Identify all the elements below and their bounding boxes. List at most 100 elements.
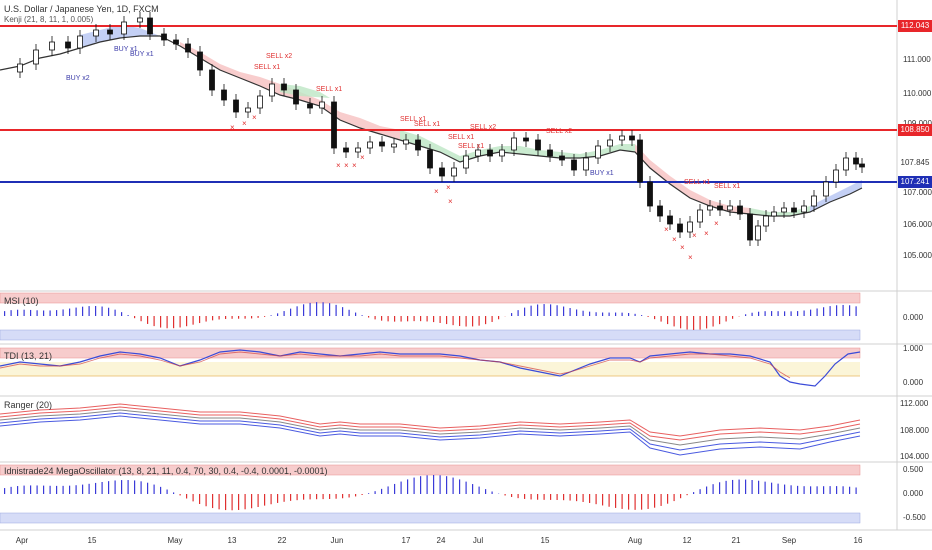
candle-body [209, 69, 215, 91]
msi-bar [472, 316, 474, 327]
mega-bar [36, 485, 38, 494]
sell-x-marker: × [692, 231, 697, 240]
mega-bar [101, 481, 103, 494]
candle-body [307, 103, 313, 109]
msi-bar [374, 316, 376, 320]
msi-bar [816, 308, 818, 316]
msi-panel[interactable] [0, 292, 861, 341]
mega-axis-label: 0.500 [903, 465, 924, 474]
tdi-panel[interactable] [0, 347, 861, 387]
mega-bar [218, 494, 220, 510]
mega-bar [426, 475, 428, 494]
msi-bar [849, 305, 851, 316]
mega-oscillator-title: Idnistrade24 MegaOscillator (13, 8, 21, … [4, 466, 328, 476]
mega-bar [400, 481, 402, 494]
msi-bar [712, 316, 714, 327]
mega-bar [186, 494, 188, 499]
msi-bar [777, 311, 779, 316]
sell-x-marker: × [434, 187, 439, 196]
signal-label: SELL x1 [400, 116, 426, 123]
ranger-panel[interactable] [0, 403, 861, 456]
msi-bar [498, 316, 500, 320]
msi-bar [764, 311, 766, 316]
msi-bar [153, 316, 155, 327]
msi-bar [23, 309, 25, 316]
sell-x-marker: × [704, 229, 709, 238]
ranger-title: Ranger (20) [4, 400, 53, 410]
msi-bar [439, 316, 441, 323]
candle-body [233, 99, 239, 113]
msi-bar [784, 311, 786, 316]
mega-bar [543, 494, 545, 500]
mega-bar [842, 486, 844, 494]
date-label: May [167, 536, 183, 545]
msi-bar [647, 316, 649, 317]
candle-body [161, 33, 167, 41]
msi-bar [699, 316, 701, 330]
msi-bar [322, 302, 324, 316]
candle-body [755, 225, 761, 241]
mega-bar [660, 494, 662, 506]
candle-body [427, 149, 433, 169]
candle-body [571, 159, 577, 171]
mega-bar [641, 494, 643, 510]
mega-bar [329, 494, 331, 499]
mega-bar [30, 485, 32, 494]
price-axis-label: 106.000 [903, 220, 932, 229]
msi-bar [270, 315, 272, 316]
sell-x-marker: × [336, 161, 341, 170]
msi-bar [69, 308, 71, 316]
mega-oscillator-panel[interactable] [0, 464, 861, 524]
candle-body [737, 205, 743, 215]
mega-bar [550, 494, 552, 500]
msi-bar [43, 310, 45, 316]
mega-bar [491, 491, 493, 494]
mega-bar [88, 483, 90, 494]
msi-bar [368, 316, 370, 318]
candle-body [17, 63, 23, 73]
msi-bar [810, 309, 812, 316]
candle-body [319, 101, 325, 109]
mega-bar [199, 494, 201, 505]
msi-bar [121, 312, 123, 316]
msi-bar [114, 309, 116, 316]
mega-bar [855, 487, 857, 494]
msi-bar [790, 311, 792, 316]
msi-bar [582, 310, 584, 316]
signal-label: SELL x1 [684, 179, 710, 186]
msi-bar [446, 316, 448, 325]
mega-bar [264, 494, 266, 506]
msi-bar [478, 316, 480, 326]
msi-bar [381, 316, 383, 321]
mega-bar [628, 494, 630, 510]
mega-bar [251, 494, 253, 509]
tdi-axis-label: 1.000 [903, 344, 924, 353]
candle-body [197, 51, 203, 71]
mega-bar [374, 491, 376, 494]
candle-body [293, 89, 299, 105]
date-label: 16 [853, 536, 863, 545]
candle-body [791, 207, 797, 213]
mega-bar [602, 494, 604, 506]
candle-body [843, 157, 849, 171]
candle-body [677, 223, 683, 233]
mega-bar [348, 494, 350, 498]
candlestick-series[interactable] [17, 12, 865, 246]
msi-bar [407, 316, 409, 322]
msi-bar [218, 316, 220, 320]
signal-label: SELL x1 [316, 86, 342, 93]
mega-bar [738, 479, 740, 494]
msi-bar [758, 311, 760, 316]
mega-bar [316, 494, 318, 500]
candle-body [257, 95, 263, 109]
candle-body [657, 205, 663, 217]
signal-label: BUY x2 [66, 75, 90, 82]
mega-bar [667, 494, 669, 504]
msi-bar [49, 310, 51, 316]
candle-body [33, 49, 39, 65]
msi-bar [95, 305, 97, 316]
mega-bar [452, 477, 454, 494]
mega-bar [608, 494, 610, 507]
price-axis-label: 111.000 [903, 55, 931, 64]
